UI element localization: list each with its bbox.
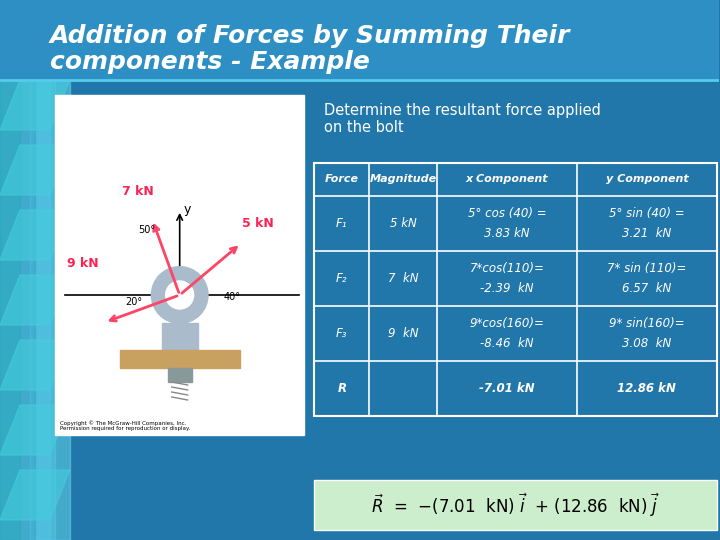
Polygon shape <box>0 470 70 520</box>
Text: $\vec{R}$  =  $-$(7.01  kN) $\vec{i}$  + (12.86  kN) $\vec{j}$: $\vec{R}$ = $-$(7.01 kN) $\vec{i}$ + (12… <box>371 491 660 519</box>
Text: 7  kN: 7 kN <box>388 272 418 285</box>
Text: 3.21  kN: 3.21 kN <box>622 227 672 240</box>
Polygon shape <box>0 80 30 540</box>
Bar <box>168 368 192 382</box>
Bar <box>315 480 716 530</box>
Polygon shape <box>0 80 20 540</box>
Text: -2.39  kN: -2.39 kN <box>480 282 534 295</box>
Text: 7*cos(110)=: 7*cos(110)= <box>469 262 544 275</box>
Text: Magnitude: Magnitude <box>370 174 437 185</box>
Text: F₃: F₃ <box>336 327 348 340</box>
Bar <box>0 0 719 80</box>
Circle shape <box>152 267 207 323</box>
Polygon shape <box>0 80 55 540</box>
Polygon shape <box>10 80 50 540</box>
Text: 6.57  kN: 6.57 kN <box>622 282 672 295</box>
Text: y Component: y Component <box>606 174 688 185</box>
Text: 5 kN: 5 kN <box>242 217 274 230</box>
Text: 5° sin (40) =: 5° sin (40) = <box>609 207 685 220</box>
Text: x Component: x Component <box>466 174 549 185</box>
Text: Determine the resultant force applied
on the bolt: Determine the resultant force applied on… <box>325 103 601 136</box>
Text: components - Example: components - Example <box>50 50 370 74</box>
Text: 9* sin(160)=: 9* sin(160)= <box>609 317 685 330</box>
Polygon shape <box>0 405 70 455</box>
Text: Copyright © The McGraw-Hill Companies, Inc.
Permission required for reproduction: Copyright © The McGraw-Hill Companies, I… <box>60 420 190 431</box>
Text: -7.01 kN: -7.01 kN <box>480 382 535 395</box>
Text: 5° cos (40) =: 5° cos (40) = <box>468 207 546 220</box>
Bar <box>315 163 716 416</box>
Text: 50°: 50° <box>138 225 155 235</box>
Text: 5 kN: 5 kN <box>390 217 417 230</box>
Text: 7 kN: 7 kN <box>122 185 153 198</box>
Text: Problem 2.22 on page 33: Problem 2.22 on page 33 <box>84 108 276 123</box>
Polygon shape <box>0 275 70 325</box>
Bar <box>55 95 305 435</box>
Bar <box>120 350 240 368</box>
Text: F₂: F₂ <box>336 272 348 285</box>
Text: -8.46  kN: -8.46 kN <box>480 337 534 350</box>
Polygon shape <box>0 145 70 195</box>
Text: Force: Force <box>325 174 359 185</box>
Polygon shape <box>0 340 70 390</box>
Text: y: y <box>184 203 191 216</box>
Text: 7* sin (110)=: 7* sin (110)= <box>607 262 687 275</box>
Text: 9 kN: 9 kN <box>67 257 99 270</box>
Circle shape <box>166 281 194 309</box>
Text: Addition of Forces by Summing Their: Addition of Forces by Summing Their <box>50 24 570 48</box>
Text: R: R <box>338 382 346 395</box>
Text: 9  kN: 9 kN <box>388 327 418 340</box>
Bar <box>162 323 198 353</box>
Polygon shape <box>30 80 70 540</box>
Text: F₁: F₁ <box>336 217 348 230</box>
Polygon shape <box>0 80 35 540</box>
Text: 3.08  kN: 3.08 kN <box>622 337 672 350</box>
Polygon shape <box>0 210 70 260</box>
Text: 9*cos(160)=: 9*cos(160)= <box>469 317 544 330</box>
Text: 40°: 40° <box>224 292 240 302</box>
Text: 12.86 kN: 12.86 kN <box>618 382 676 395</box>
Text: 3.83 kN: 3.83 kN <box>485 227 530 240</box>
Text: 20°: 20° <box>125 297 142 307</box>
Polygon shape <box>0 80 70 130</box>
